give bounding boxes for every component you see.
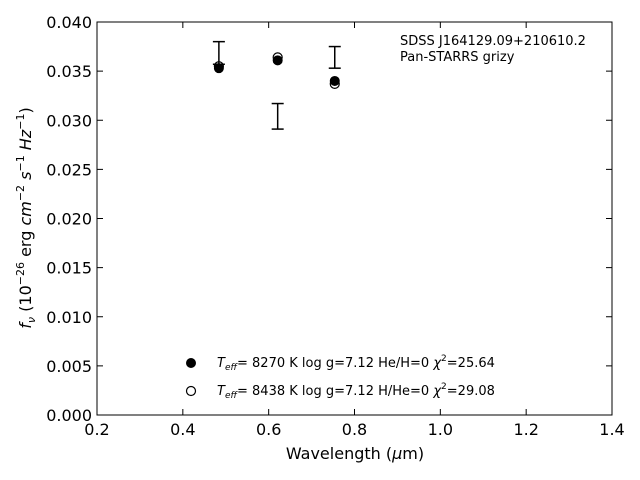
legend-entry-1: Teff= 8270 K log g=7.12 He/H=0 χ2=25.64 bbox=[217, 354, 495, 373]
x-tick-label: 1.2 bbox=[513, 420, 538, 439]
x-tick-label: 0.6 bbox=[256, 420, 281, 439]
data-point-filled bbox=[329, 75, 340, 86]
y-tick-label: 0.010 bbox=[46, 308, 92, 327]
x-tick-label: 1.0 bbox=[428, 420, 453, 439]
x-axis-label: Wavelength (μm) bbox=[286, 444, 424, 463]
legend-marker-filled bbox=[186, 358, 196, 368]
legend-marker-open bbox=[185, 385, 197, 397]
data-point-open bbox=[329, 78, 340, 89]
y-tick-label: 0.025 bbox=[46, 160, 92, 179]
data-point-filled bbox=[272, 55, 283, 66]
x-axis: 0.2 0.4 0.6 0.8 1.0 1.2 1.4 bbox=[84, 22, 625, 439]
annotation-line-2: Pan-STARRS grizy bbox=[400, 50, 515, 65]
y-tick-label: 0.030 bbox=[46, 111, 92, 130]
y-tick-label: 0.005 bbox=[46, 357, 92, 376]
x-tick-label: 0.8 bbox=[342, 420, 367, 439]
y-tick-label: 0.015 bbox=[46, 259, 92, 278]
x-tick-label: 0.2 bbox=[84, 420, 109, 439]
annotation-line-1: SDSS J164129.09+210610.2 bbox=[400, 34, 586, 49]
legend-entry-2: Teff= 8438 K log g=7.12 H/He=0 χ2=29.08 bbox=[217, 382, 495, 401]
data-point-open bbox=[272, 52, 283, 63]
svg-text:Wavelength (μm): Wavelength (μm) bbox=[286, 444, 424, 463]
svg-text:fν (10−26 erg cm−2 s−1 Hz−1): fν (10−26 erg cm−2 s−1 Hz−1) bbox=[14, 107, 38, 328]
y-tick-label: 0.040 bbox=[46, 13, 92, 32]
y-tick-label: 0.020 bbox=[46, 210, 92, 229]
data-point-filled bbox=[213, 63, 224, 74]
y-tick-label: 0.000 bbox=[46, 406, 92, 425]
y-tick-label: 0.035 bbox=[46, 62, 92, 81]
x-tick-label: 0.4 bbox=[170, 420, 195, 439]
x-tick-label: 1.4 bbox=[599, 420, 624, 439]
data-point-open bbox=[213, 61, 224, 72]
y-axis-label: fν (10−26 erg cm−2 s−1 Hz−1) bbox=[14, 107, 38, 328]
legend: Teff= 8270 K log g=7.12 He/H=0 χ2=25.64 … bbox=[185, 354, 495, 401]
y-axis: 0.000 0.005 0.010 0.015 0.020 0.025 0.030 0.035… bbox=[46, 13, 612, 425]
